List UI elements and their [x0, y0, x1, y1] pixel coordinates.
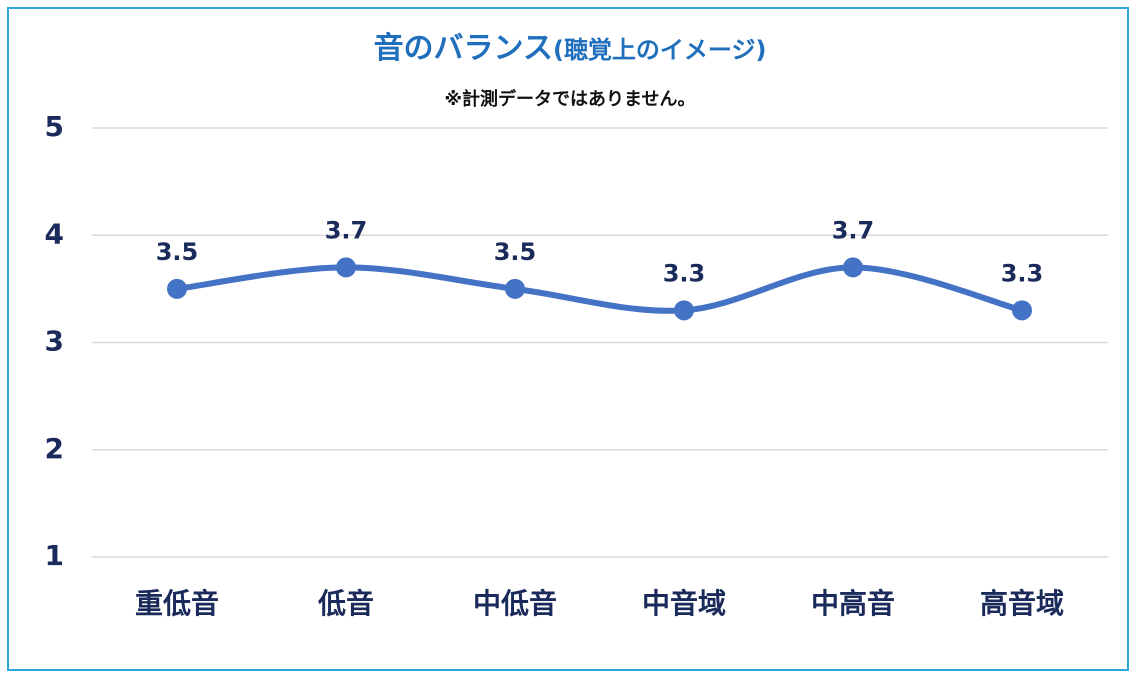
data-label: 3.5	[494, 238, 537, 266]
x-axis-ticks: 重低音 低音 中低音 中音域 中高音 高音域	[135, 587, 1064, 620]
series-line	[174, 264, 1025, 314]
data-label: 3.7	[832, 216, 875, 244]
y-tick-label: 3	[45, 325, 64, 358]
data-point	[674, 300, 694, 321]
data-label: 3.3	[663, 259, 706, 287]
x-tick-label: 重低音	[135, 587, 219, 620]
x-tick-label: 中音域	[642, 587, 726, 620]
data-point	[843, 257, 863, 278]
chart-title-paren: (聴覚上のイメージ)	[552, 36, 767, 64]
y-tick-label: 5	[45, 110, 64, 143]
y-tick-label: 1	[45, 539, 64, 572]
data-label: 3.7	[325, 216, 368, 244]
data-label: 3.3	[1001, 259, 1044, 287]
series-1	[167, 257, 1032, 321]
y-tick-label: 4	[45, 217, 64, 250]
chart-title-main: 音のバランス	[373, 31, 553, 66]
data-point	[1012, 300, 1032, 321]
data-point	[167, 278, 187, 299]
chart-frame	[7, 7, 1129, 671]
data-point	[505, 278, 525, 299]
x-tick-label: 高音域	[980, 587, 1064, 620]
y-axis-ticks: 1 2 3 4 5	[45, 110, 64, 572]
x-tick-label: 中高音	[811, 587, 895, 620]
x-tick-label: 中低音	[473, 587, 557, 620]
chart-title: 音のバランス(聴覚上のイメージ)	[0, 34, 1140, 64]
y-tick-label: 2	[45, 432, 64, 465]
data-point	[336, 257, 356, 278]
x-tick-label: 低音	[317, 587, 374, 620]
gridlines	[92, 127, 1108, 558]
chart-subtitle: ※計測データではありません。	[444, 89, 696, 110]
data-label: 3.5	[156, 238, 199, 266]
data-labels: 3.5 3.7 3.5 3.3 3.7 3.3	[156, 216, 1044, 287]
